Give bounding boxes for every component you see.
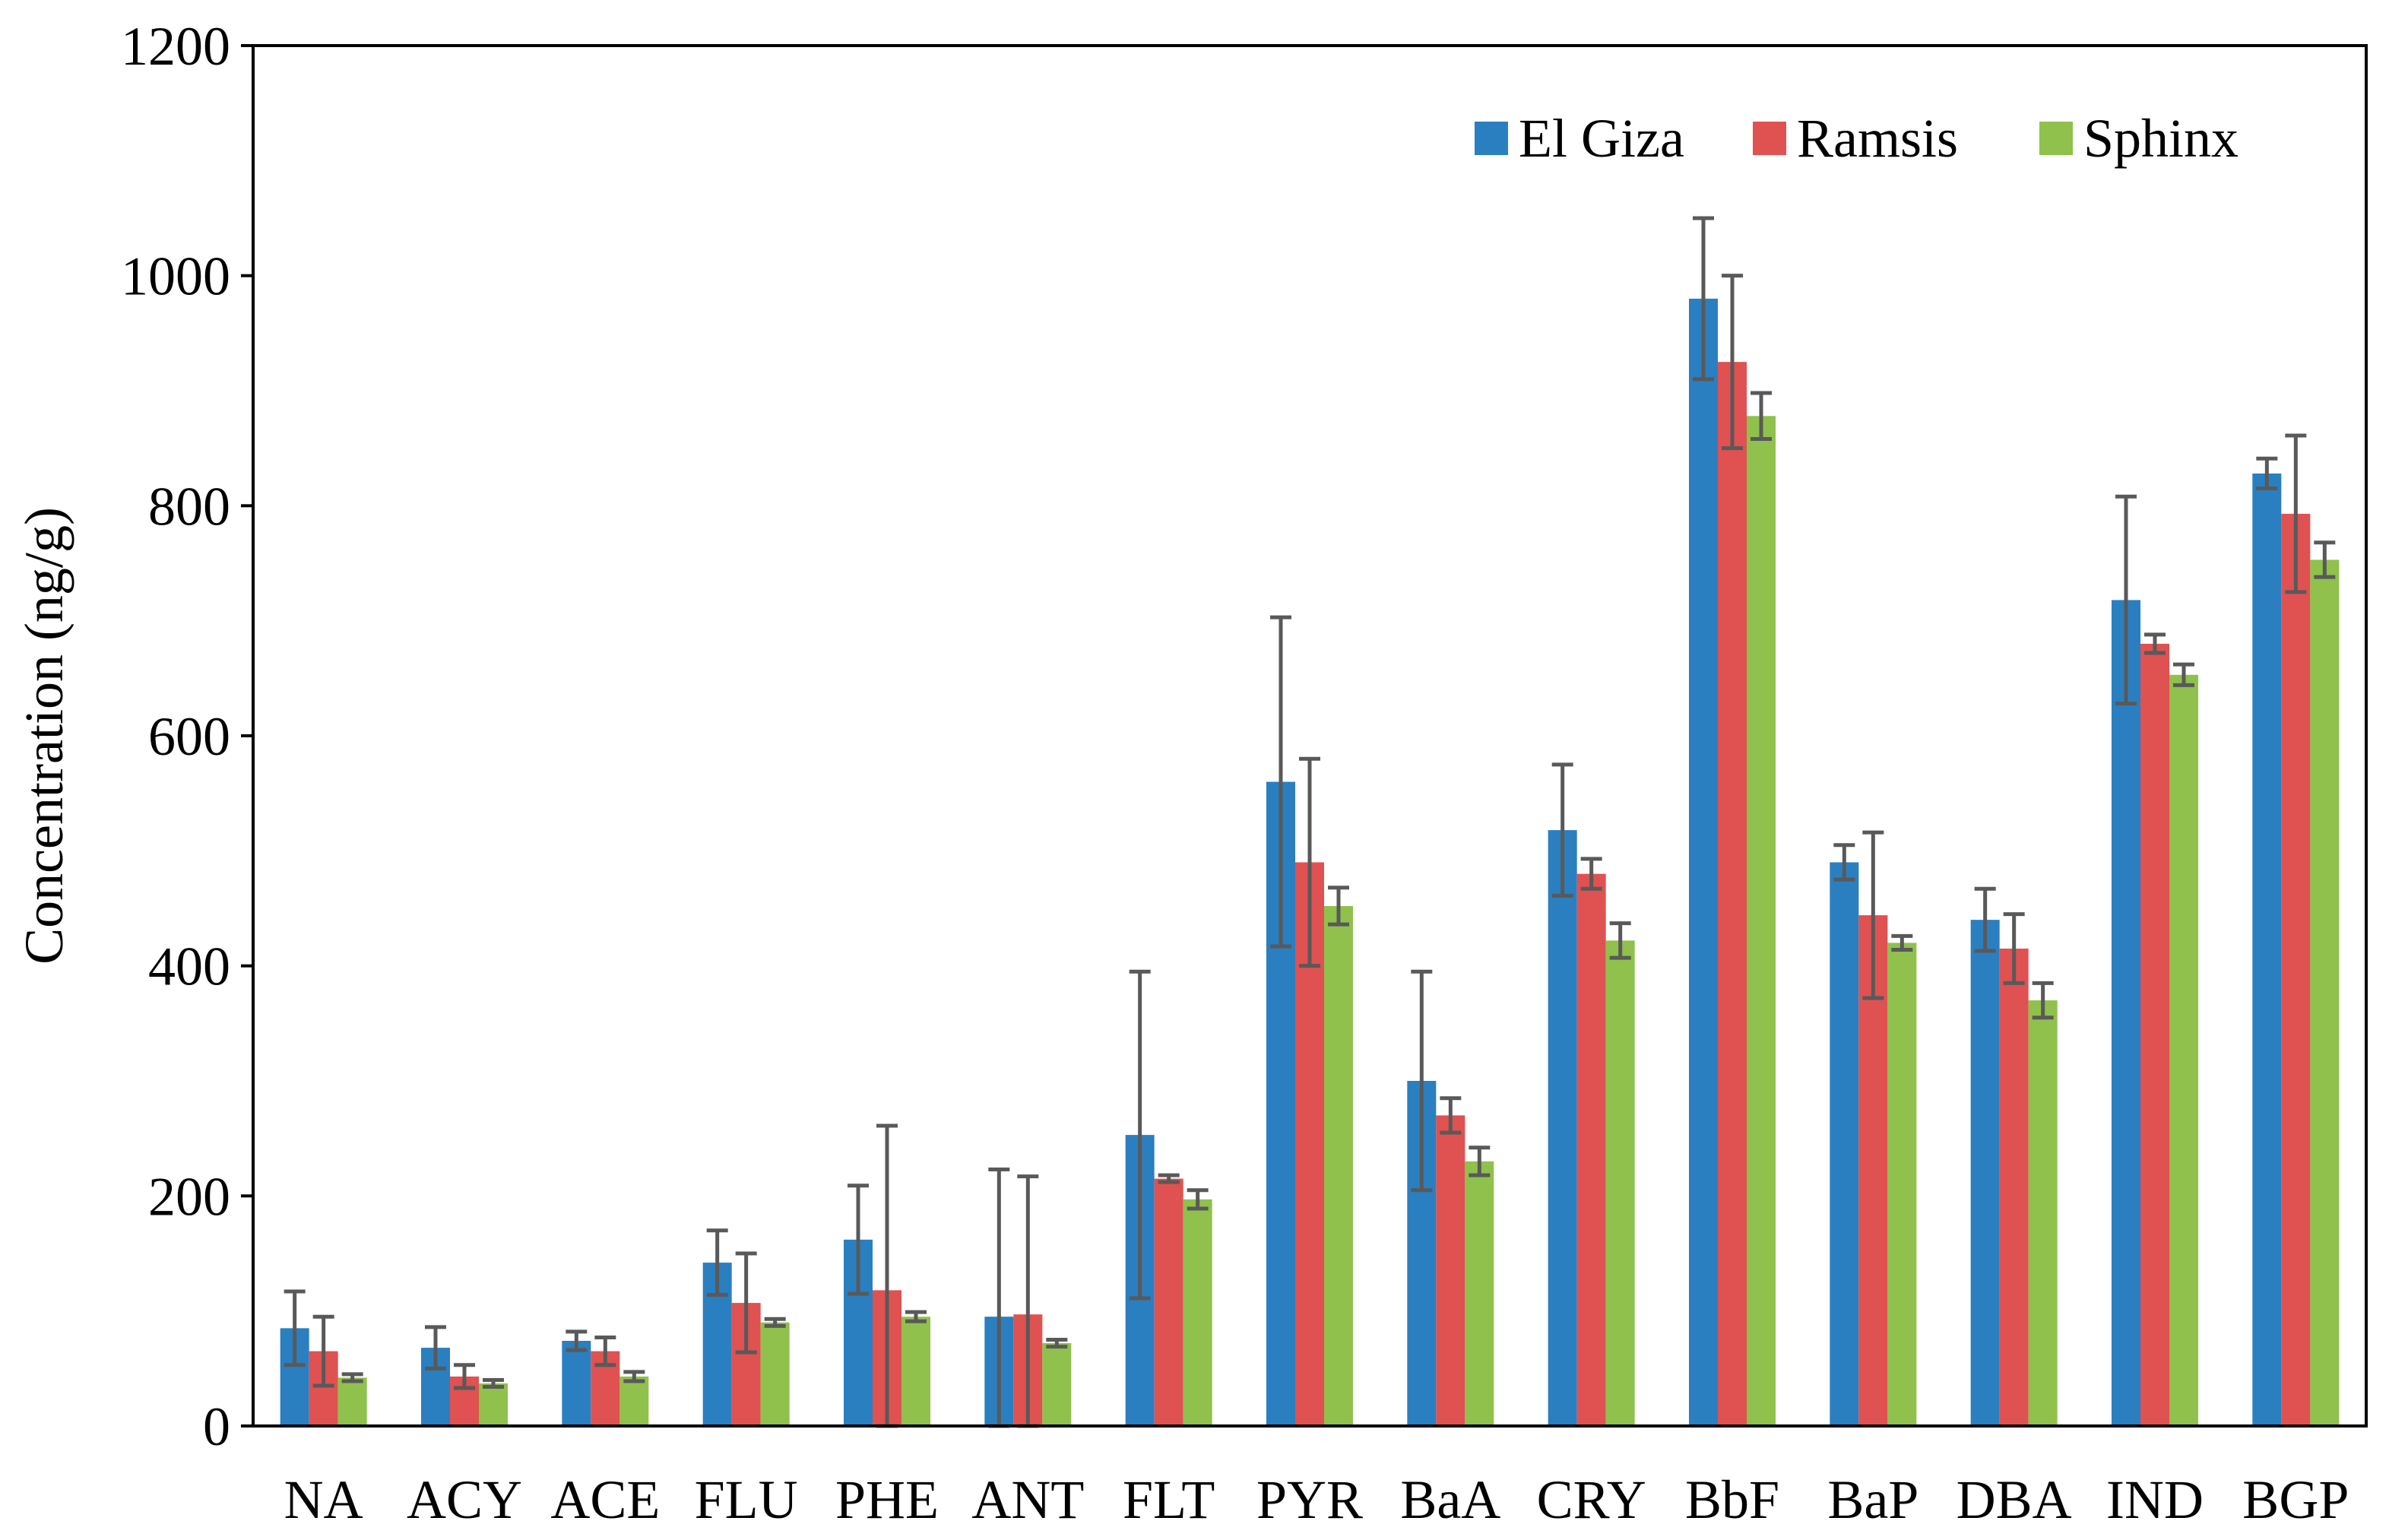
bar [2281, 513, 2311, 1426]
x-tick-label: CRY [1537, 1469, 1646, 1530]
legend-label: Ramsis [1797, 108, 1958, 169]
bars-layer [280, 298, 2340, 1427]
bar [1718, 362, 1747, 1427]
bar [1747, 416, 1776, 1426]
bar [479, 1383, 508, 1426]
bar [1605, 940, 1635, 1426]
bar [2112, 600, 2140, 1426]
y-tick-label: 200 [148, 1166, 230, 1227]
x-tick-label: NA [284, 1469, 363, 1530]
legend-swatch [1475, 122, 1508, 155]
y-tick-label: 0 [203, 1396, 230, 1457]
bar [1689, 298, 1718, 1426]
x-tick-label: ACE [550, 1469, 660, 1530]
bar [760, 1322, 790, 1426]
x-tick-label: ACY [407, 1469, 522, 1530]
bar [1324, 905, 1353, 1426]
bar [1154, 1178, 1183, 1426]
bar [1830, 862, 1859, 1426]
y-tick-label: 600 [148, 706, 230, 767]
bar [2169, 674, 2198, 1426]
bar [562, 1341, 591, 1426]
bar [337, 1377, 367, 1426]
x-tick-label: PYR [1256, 1469, 1363, 1530]
bar [1887, 943, 1917, 1426]
bar [2028, 1000, 2058, 1426]
x-tick-label: BbF [1685, 1469, 1779, 1530]
legend: El Giza Ramsis Sphinx [1475, 108, 2238, 169]
x-tick-label: ANT [971, 1469, 1084, 1530]
legend-swatch [1753, 122, 1786, 155]
y-tick-label: 1200 [121, 16, 230, 77]
x-tick-label: FLT [1123, 1469, 1215, 1530]
y-tick-label: 800 [148, 476, 230, 537]
error-bars-layer [284, 216, 2336, 1428]
legend-label: El Giza [1519, 108, 1684, 169]
bar [1436, 1115, 1465, 1426]
x-axis-labels: NA ACY ACE FLU PHE ANT FLT PYR BaA CRY BbF BaP DBA IN… [284, 1469, 2349, 1530]
bar [1465, 1161, 1494, 1426]
bar [1858, 915, 1888, 1426]
bar [1970, 920, 2000, 1426]
bar [2252, 473, 2282, 1427]
x-tick-label: FLU [695, 1469, 798, 1530]
y-tick-label: 1000 [121, 246, 230, 307]
y-tick-label: 400 [148, 936, 230, 997]
bar [1999, 948, 2029, 1426]
x-tick-label: BGP [2242, 1469, 2349, 1530]
bar [1576, 873, 1606, 1426]
bar [2310, 559, 2340, 1427]
bar [1548, 830, 1577, 1426]
legend-label: Sphinx [2083, 108, 2238, 169]
x-tick-label: IND [2106, 1469, 2204, 1530]
x-tick-label: BaA [1400, 1469, 1500, 1530]
bar [2140, 643, 2169, 1426]
x-tick-label: BaP [1827, 1469, 1918, 1530]
bar [901, 1317, 930, 1426]
bar [1042, 1343, 1072, 1426]
bar [619, 1376, 649, 1426]
y-axis-title: Concentration (ng/g) [14, 507, 74, 965]
y-axis-ticks: 0 200 400 600 800 1000 1200 [121, 16, 253, 1457]
x-tick-label: DBA [1957, 1469, 2072, 1530]
legend-swatch [2039, 122, 2073, 155]
x-tick-label: PHE [835, 1469, 939, 1530]
bar [1183, 1199, 1212, 1426]
